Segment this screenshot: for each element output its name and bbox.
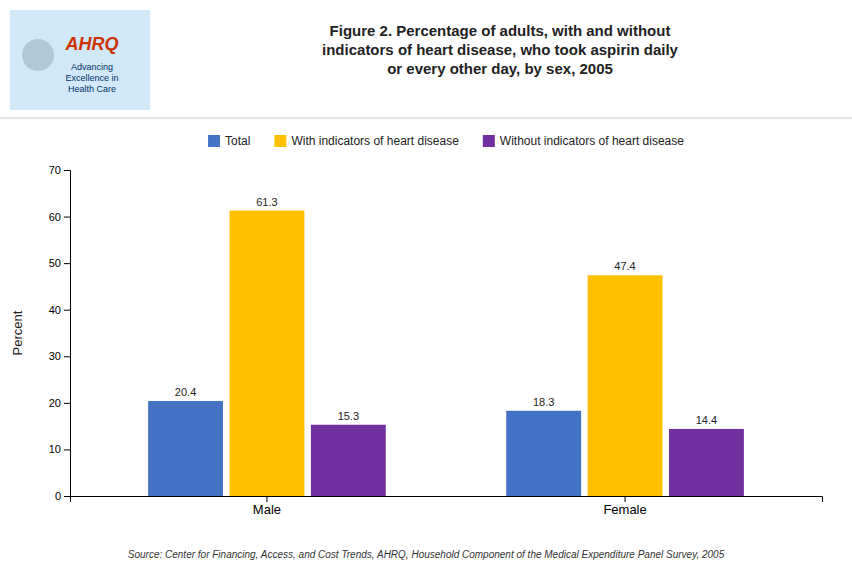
y-tick: 0	[55, 490, 70, 502]
x-axis-line	[71, 497, 823, 503]
title-line: indicators of heart disease, who took as…	[322, 41, 679, 58]
logo-text: AHRQ	[65, 34, 119, 54]
y-tick: 30	[49, 350, 70, 362]
title-line: Figure 2. Percentage of adults, with and…	[330, 22, 671, 39]
data-label: 14.4	[696, 414, 717, 426]
bar	[669, 429, 744, 496]
plot: 0 10 20 30 40 50 60 70 Male Female Percent 20.4 18.3…	[10, 164, 823, 517]
logo: AHRQ AdvancingExcellence inHealth Care	[10, 10, 150, 110]
legend: Total With indicators of heart disease Wit…	[208, 134, 684, 148]
x-tick-mark	[625, 496, 626, 502]
data-label: 15.3	[338, 410, 359, 422]
y-tick-mark	[64, 356, 70, 357]
y-tick-mark	[64, 403, 70, 404]
x-tick-label: Female	[603, 502, 646, 517]
y-tick-label: 50	[49, 257, 61, 269]
legend-item: Without indicators of heart disease	[483, 134, 684, 148]
y-tick: 10	[49, 443, 70, 455]
x-tick-mark	[266, 496, 267, 502]
bar	[311, 425, 386, 496]
y-tick-mark	[64, 449, 70, 450]
y-axis-line	[64, 171, 71, 497]
logo-box	[10, 10, 150, 110]
y-tick: 70	[49, 164, 70, 176]
data-label: 20.4	[175, 386, 196, 398]
data-label: 61.3	[256, 196, 277, 208]
y-tick-label: 60	[49, 211, 61, 223]
legend-label: Total	[225, 134, 250, 148]
legend-swatch	[274, 135, 286, 147]
y-tick-label: 30	[49, 350, 61, 362]
y-tick-mark	[64, 310, 70, 311]
legend-label: Without indicators of heart disease	[500, 134, 684, 148]
x-axis: Male Female	[71, 496, 823, 517]
bar-series	[311, 425, 744, 496]
y-tick: 50	[49, 257, 70, 269]
legend-swatch	[483, 135, 495, 147]
logo-subtext-line: Excellence in	[65, 73, 118, 83]
chart-container: AHRQ AdvancingExcellence inHealth Care Fig…	[0, 0, 852, 576]
legend-swatch	[208, 135, 220, 147]
header-separator	[0, 118, 852, 119]
y-axis: 0 10 20 30 40 50 60 70	[49, 164, 71, 502]
legend-item: With indicators of heart disease	[274, 134, 459, 148]
x-tick: Female	[603, 496, 646, 517]
logo-seal	[22, 39, 54, 71]
y-tick-label: 0	[55, 490, 61, 502]
title-line: or every other day, by sex, 2005	[387, 60, 613, 77]
y-tick-label: 70	[49, 164, 61, 176]
logo-subtext-line: Advancing	[71, 62, 113, 72]
data-label: 47.4	[614, 260, 635, 272]
title: Figure 2. Percentage of adults, with and…	[322, 22, 679, 77]
bars	[148, 211, 744, 496]
bar-series	[230, 211, 663, 496]
y-tick-mark	[64, 263, 70, 264]
logo-subtext-line: Health Care	[68, 84, 116, 94]
y-tick-mark	[64, 496, 70, 497]
bar-series	[148, 401, 581, 496]
logo-subtext: AdvancingExcellence inHealth Care	[65, 62, 118, 94]
legend-item: Total	[208, 134, 250, 148]
y-tick-mark	[64, 170, 70, 171]
y-tick: 60	[49, 211, 70, 223]
bar	[148, 401, 223, 496]
bar	[506, 411, 581, 496]
x-tick-label: Male	[253, 502, 281, 517]
source-note: Source: Center for Financing, Access, an…	[128, 549, 725, 560]
chart-svg: AHRQ AdvancingExcellence inHealth Care Fig…	[0, 0, 852, 576]
data-label: 18.3	[533, 396, 554, 408]
bar	[230, 211, 305, 496]
y-tick-label: 20	[49, 397, 61, 409]
legend-label: With indicators of heart disease	[291, 134, 459, 148]
y-tick: 20	[49, 397, 70, 409]
bar	[588, 275, 663, 496]
y-tick-mark	[64, 217, 70, 218]
y-tick-label: 40	[49, 304, 61, 316]
y-axis-title: Percent	[10, 310, 25, 355]
y-tick: 40	[49, 304, 70, 316]
data-labels: 20.4 18.3 61.3 47.4 15.3 14.4	[175, 196, 717, 426]
y-tick-label: 10	[49, 443, 61, 455]
x-tick: Male	[253, 496, 281, 517]
